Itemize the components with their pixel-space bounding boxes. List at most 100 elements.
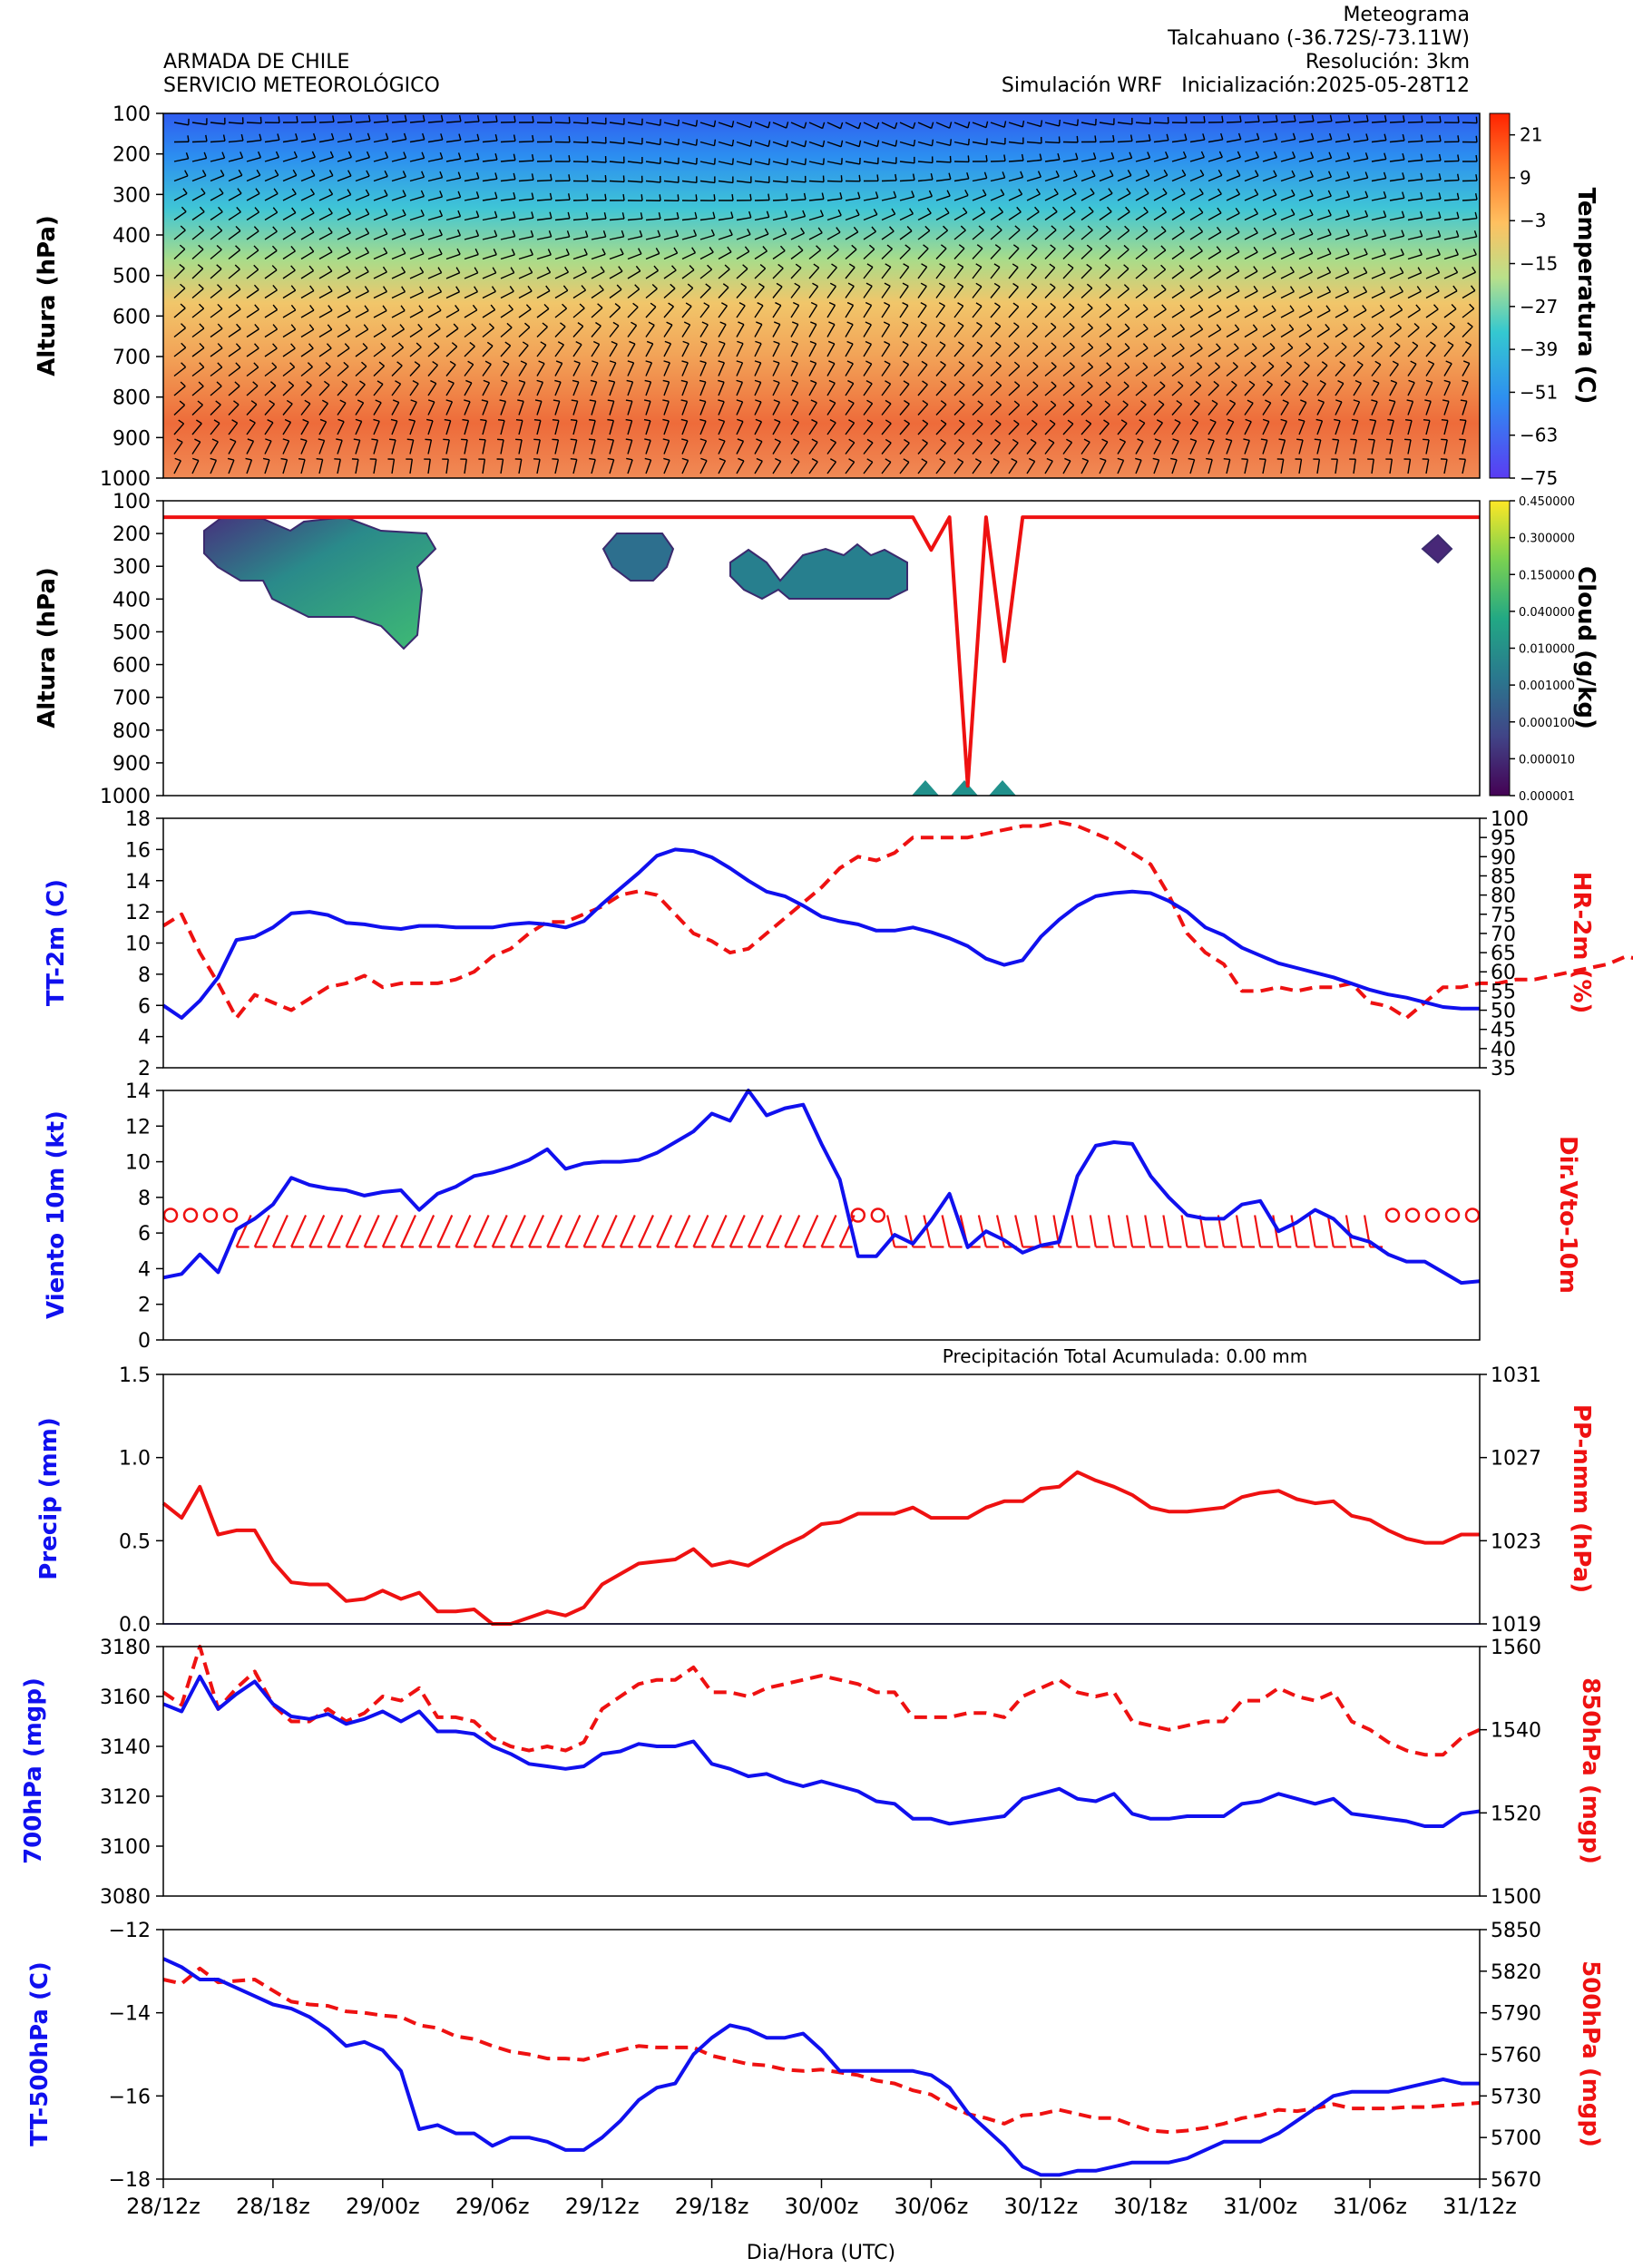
wind-barb	[972, 286, 983, 298]
wind-barb-flag	[332, 115, 335, 122]
wind-barb	[1008, 211, 1022, 221]
wind-barb	[191, 423, 202, 435]
wind-barb-flag	[1160, 362, 1167, 368]
wind-barb-flag	[198, 283, 204, 289]
wind-barb	[373, 384, 384, 396]
wind-barb-flag	[1363, 286, 1368, 293]
wind-barb	[754, 161, 769, 166]
wind-barb-flag	[1031, 263, 1037, 269]
wind-barb	[337, 402, 347, 415]
wind-barb-flag	[249, 419, 256, 424]
wind-barb	[754, 362, 762, 376]
wind-barb-flag	[210, 457, 217, 461]
wind-barb-flag	[384, 170, 388, 177]
wind-barb-flag	[1408, 379, 1415, 384]
wind-barb	[627, 253, 642, 260]
wind-barb	[1298, 176, 1314, 182]
wind-barb-flag	[756, 321, 763, 326]
wind-barb	[355, 194, 370, 201]
wind-barb	[228, 174, 243, 182]
wind-barb-flag	[513, 191, 516, 200]
wind-barb-flag	[857, 191, 861, 199]
wind-barb-flag	[759, 264, 767, 269]
wind-barb	[1353, 309, 1367, 318]
wind-barb-flag	[977, 380, 983, 386]
wind-barb	[1371, 290, 1385, 299]
wind-barb-flag	[365, 189, 370, 196]
wind-barb	[881, 363, 891, 376]
wind-barb	[1280, 213, 1296, 221]
wind-barb	[736, 161, 751, 166]
wind-barb	[391, 402, 400, 415]
wind-barb-flag	[1351, 418, 1358, 422]
wind-barb	[1425, 290, 1440, 299]
wind-barb-flag	[1225, 438, 1232, 442]
wind-barb-flag	[180, 283, 186, 289]
wind-barb-flag	[949, 139, 953, 146]
wind-barb	[881, 423, 892, 435]
wind-barb	[464, 216, 479, 221]
wind-barb	[355, 309, 369, 318]
wind-barb-flag	[334, 458, 341, 461]
wind-barb	[845, 286, 855, 298]
wind-barb	[1316, 309, 1331, 318]
wind-direction-barb	[528, 1215, 545, 1247]
wind-barb-flag	[994, 244, 1002, 249]
wind-barb	[1189, 367, 1203, 377]
wind-barb-flag	[237, 188, 242, 194]
x-tick-label: 30/12z	[1003, 2194, 1078, 2219]
wind-direction-barb	[509, 1215, 526, 1247]
wind-barb	[1044, 327, 1057, 338]
wind-barb-flag	[329, 151, 334, 158]
wind-barb-flag	[1049, 419, 1056, 425]
wind-barb	[409, 347, 422, 357]
wind-barb	[1171, 440, 1179, 455]
wind-barb-flag	[685, 302, 692, 308]
wind-barb	[917, 442, 928, 455]
wind-barb	[300, 328, 315, 338]
wind-barb-flag	[255, 188, 260, 194]
wind-barb	[736, 122, 751, 129]
wind-barb	[373, 233, 388, 240]
wind-barb-flag	[1345, 267, 1350, 273]
wind-barb-flag	[1256, 132, 1260, 140]
wind-barb-flag	[1425, 379, 1433, 384]
wind-barb-flag	[550, 154, 552, 161]
wind-barb-flag	[1088, 362, 1094, 368]
wind-barb	[790, 215, 806, 221]
wind-barb	[191, 460, 200, 474]
wind-barb	[718, 440, 726, 455]
wind-barb-flag	[1032, 400, 1039, 406]
y2-tick-label: 60	[1491, 962, 1516, 984]
wind-barb-flag	[957, 282, 963, 288]
wind-barb-flag	[388, 438, 396, 441]
wind-barb-flag	[1170, 457, 1178, 461]
wind-barb-flag	[1420, 210, 1423, 218]
wind-barb-flag	[552, 458, 559, 461]
wind-barb-flag	[922, 400, 929, 406]
wind-barb-flag	[227, 457, 235, 461]
wind-barb	[1443, 308, 1457, 318]
wind-barb	[318, 290, 333, 299]
wind-barb-flag	[577, 322, 584, 327]
wind-barb-flag	[1069, 225, 1075, 231]
wind-barb-flag	[754, 379, 761, 384]
wind-barb-flag	[738, 321, 745, 326]
wind-barb-flag	[653, 265, 660, 271]
y-tick-label: 14	[125, 871, 151, 894]
wind-barb-flag	[920, 282, 927, 288]
wind-barb	[1298, 271, 1313, 279]
wind-barb	[863, 267, 874, 279]
wind-barb-flag	[1141, 381, 1148, 387]
wind-barb	[1135, 308, 1149, 318]
wind-barb-flag	[270, 381, 277, 386]
wind-barb-flag	[976, 244, 983, 249]
wind-barb	[1226, 440, 1233, 455]
wind-barb-flag	[187, 135, 190, 142]
wind-barb	[1008, 423, 1020, 435]
wind-barb	[427, 234, 443, 240]
wind-barb	[699, 141, 715, 147]
wind-barb-flag	[401, 286, 406, 293]
wind-barb-flag	[1198, 188, 1204, 195]
wind-barb	[464, 158, 479, 162]
